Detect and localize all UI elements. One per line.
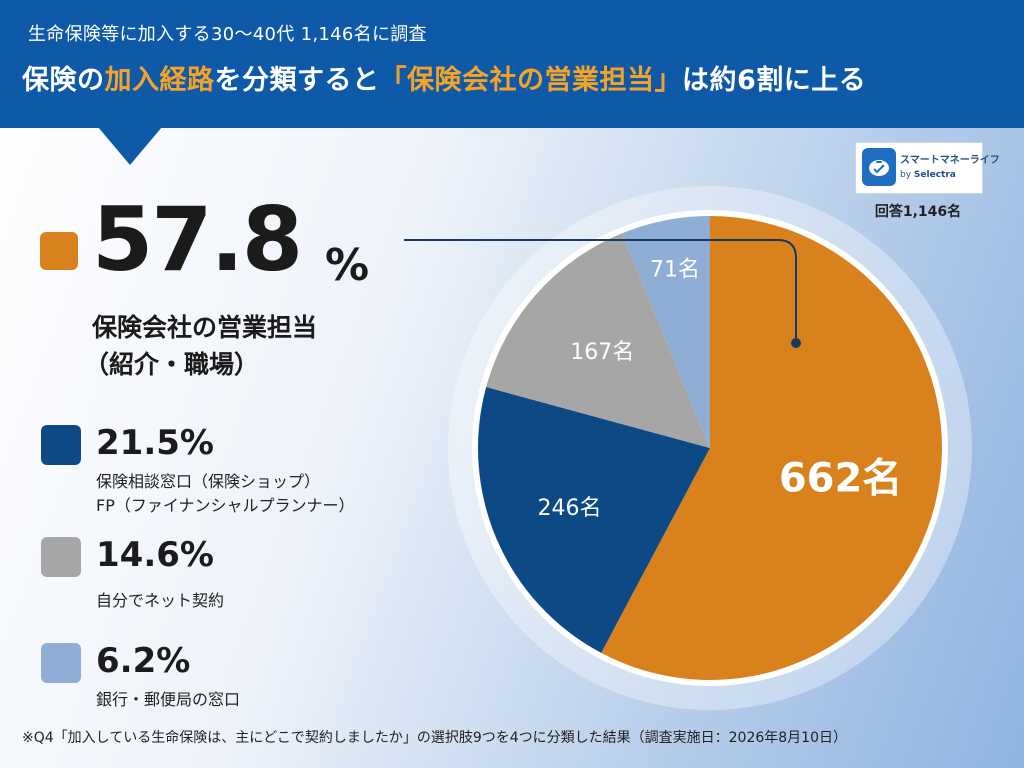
title-part-3: を分類すると bbox=[214, 65, 380, 96]
callout-leader-line bbox=[404, 239, 797, 338]
callout-dot bbox=[791, 338, 801, 348]
pie-slice-insurance-shop bbox=[478, 387, 710, 653]
legend-swatch-lightblue bbox=[41, 643, 81, 683]
subtitle: 生命保険等に加入する30〜40代 1,146名に調査 bbox=[28, 24, 427, 45]
piggy-bank-icon bbox=[862, 148, 896, 186]
chart-title: 保険の加入経路を分類すると「保険会社の営業担当」は約6割に上る bbox=[22, 58, 866, 97]
pie-slice-bank-postoffice bbox=[621, 216, 710, 448]
legend-percent-sign: % bbox=[325, 240, 370, 291]
pie-slice-online bbox=[486, 233, 710, 448]
logo-by-prefix: by bbox=[900, 170, 912, 180]
legend-percent-2: 21.5% bbox=[96, 423, 214, 463]
footnote: ※Q4「加入している生命保険は、主にどこで契約しましたか」の選択肢9つを4つに分… bbox=[22, 730, 847, 746]
legend-percent-main: 57.8 bbox=[92, 188, 303, 291]
legend-label-main: 保険会社の営業担当 bbox=[92, 313, 318, 342]
header-pointer bbox=[98, 127, 162, 165]
legend-percent-3: 14.6% bbox=[96, 535, 214, 575]
pie-data-label: 167名 bbox=[570, 340, 634, 365]
logo-name: スマートマネーライフ bbox=[900, 155, 1000, 166]
header-banner: 生命保険等に加入する30〜40代 1,146名に調査 保険の加入経路を分類すると… bbox=[0, 0, 1024, 128]
legend-label-3: 自分でネット契約 bbox=[96, 591, 225, 610]
title-part-5: は約6割に上る bbox=[682, 65, 867, 96]
brand-logo: スマートマネーライフ by Selectra bbox=[855, 142, 1000, 194]
legend-label-main-sub: （紹介・職場） bbox=[84, 350, 260, 379]
legend-swatch-gray bbox=[41, 537, 81, 577]
legend-label-2a: 保険相談窓口（保険ショップ） bbox=[96, 472, 321, 491]
title-part-1: 保険の bbox=[22, 65, 105, 96]
pie-data-label: 662名 bbox=[779, 456, 903, 502]
pie-data-label: 246名 bbox=[537, 496, 601, 521]
legend-swatch-orange bbox=[40, 232, 78, 270]
legend-label-2b: FP（ファイナンシャルプランナー） bbox=[96, 496, 355, 515]
pie-data-label: 71名 bbox=[650, 257, 700, 282]
logo-byline: by Selectra bbox=[900, 170, 956, 180]
legend-swatch-navy bbox=[41, 425, 81, 465]
total-respondents: 回答1,146名 bbox=[874, 204, 962, 220]
title-part-4: 「保険会社の営業担当」 bbox=[379, 65, 682, 96]
title-part-2: 加入経路 bbox=[104, 65, 215, 96]
legend-label-4: 銀行・郵便局の窓口 bbox=[96, 690, 241, 709]
pie-slice-sales-agent bbox=[601, 216, 943, 681]
legend-percent-4: 6.2% bbox=[96, 641, 191, 681]
logo-by-brand: Selectra bbox=[913, 170, 956, 180]
